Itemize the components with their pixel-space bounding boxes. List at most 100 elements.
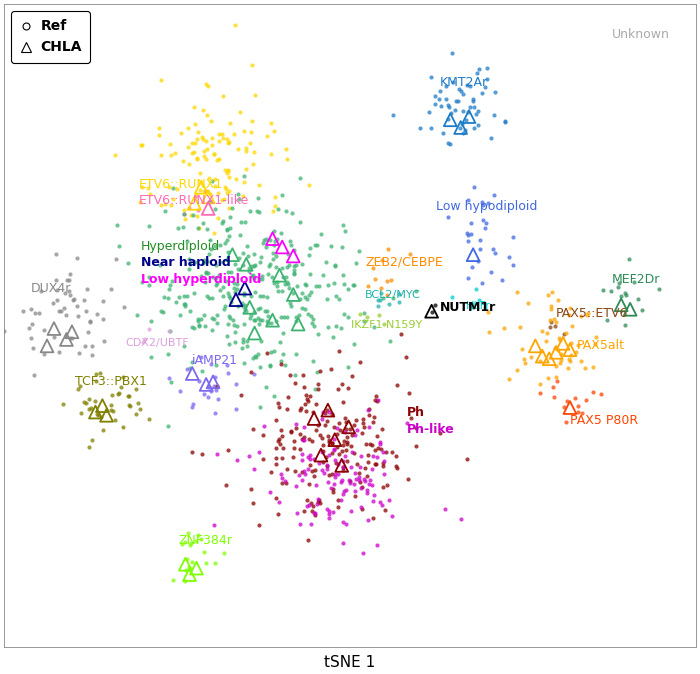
Point bbox=[575, 310, 587, 321]
Point bbox=[195, 167, 206, 178]
Point bbox=[328, 445, 339, 456]
Point bbox=[327, 409, 338, 420]
Point bbox=[239, 282, 251, 293]
Point bbox=[299, 398, 310, 409]
Point bbox=[316, 433, 328, 443]
Point bbox=[329, 260, 340, 271]
Point bbox=[480, 218, 491, 228]
Point bbox=[223, 186, 235, 197]
Point bbox=[303, 179, 314, 190]
Point bbox=[322, 404, 333, 415]
Point bbox=[204, 196, 216, 207]
Point bbox=[290, 260, 301, 271]
Point bbox=[246, 261, 258, 272]
Point bbox=[118, 301, 130, 312]
Point bbox=[317, 406, 328, 417]
Point bbox=[559, 402, 570, 412]
Point bbox=[245, 309, 256, 320]
Point bbox=[133, 398, 144, 409]
Point bbox=[466, 302, 477, 313]
Point bbox=[474, 295, 485, 305]
Point bbox=[279, 278, 290, 289]
Point bbox=[144, 189, 155, 200]
Point bbox=[205, 115, 216, 126]
Point bbox=[310, 480, 321, 491]
Point bbox=[341, 436, 352, 447]
Point bbox=[219, 301, 230, 312]
Point bbox=[435, 86, 446, 96]
Point bbox=[457, 105, 468, 116]
Point bbox=[192, 152, 203, 163]
Point bbox=[298, 506, 309, 517]
Point bbox=[329, 454, 340, 465]
Point bbox=[192, 127, 203, 138]
Point bbox=[278, 272, 289, 282]
Point bbox=[225, 297, 237, 307]
Point bbox=[444, 115, 456, 125]
Point bbox=[284, 297, 295, 308]
Point bbox=[358, 474, 370, 485]
Point bbox=[581, 394, 592, 405]
Point bbox=[477, 197, 488, 208]
Point bbox=[63, 274, 74, 285]
Point bbox=[186, 538, 197, 549]
Point bbox=[561, 396, 572, 406]
Point bbox=[480, 222, 491, 233]
Point bbox=[146, 352, 157, 363]
Point bbox=[335, 425, 346, 435]
Point bbox=[328, 434, 339, 445]
Point bbox=[426, 306, 438, 317]
Point bbox=[514, 321, 526, 332]
Point bbox=[87, 350, 98, 361]
Point bbox=[267, 206, 279, 216]
Point bbox=[308, 355, 319, 366]
Point bbox=[124, 390, 135, 401]
Point bbox=[466, 218, 477, 228]
Point bbox=[281, 464, 293, 474]
Point bbox=[357, 417, 368, 428]
Point bbox=[620, 289, 631, 300]
Point bbox=[210, 173, 221, 184]
Point bbox=[293, 319, 304, 330]
Point bbox=[260, 241, 272, 252]
Point bbox=[237, 191, 248, 202]
Point bbox=[257, 290, 268, 301]
Point bbox=[74, 381, 85, 392]
Point bbox=[283, 248, 294, 259]
Point bbox=[164, 372, 175, 383]
Point bbox=[248, 306, 259, 317]
Point bbox=[200, 255, 211, 266]
Point bbox=[230, 174, 241, 185]
Point bbox=[54, 346, 65, 357]
Point bbox=[239, 176, 250, 187]
Point bbox=[365, 438, 376, 449]
Point bbox=[78, 295, 90, 305]
Point bbox=[339, 435, 350, 446]
Point bbox=[462, 454, 473, 464]
Point bbox=[552, 375, 563, 386]
Point bbox=[155, 305, 167, 316]
Point bbox=[346, 430, 357, 441]
Point bbox=[636, 305, 648, 315]
Point bbox=[205, 359, 216, 369]
Point bbox=[353, 246, 364, 257]
Point bbox=[190, 138, 201, 149]
Point bbox=[368, 450, 379, 461]
Point bbox=[337, 489, 349, 499]
Point bbox=[370, 445, 381, 456]
Point bbox=[224, 290, 235, 301]
Point bbox=[214, 239, 225, 250]
Point bbox=[56, 305, 67, 316]
Point bbox=[454, 84, 465, 95]
Point bbox=[106, 404, 117, 415]
Point bbox=[302, 396, 314, 406]
Point bbox=[307, 466, 318, 477]
Point bbox=[323, 450, 335, 460]
Point bbox=[323, 470, 335, 481]
Point bbox=[464, 81, 475, 92]
Point bbox=[97, 295, 108, 306]
Point bbox=[207, 377, 218, 388]
Point bbox=[248, 315, 260, 326]
Point bbox=[65, 290, 76, 301]
Point bbox=[377, 499, 388, 510]
